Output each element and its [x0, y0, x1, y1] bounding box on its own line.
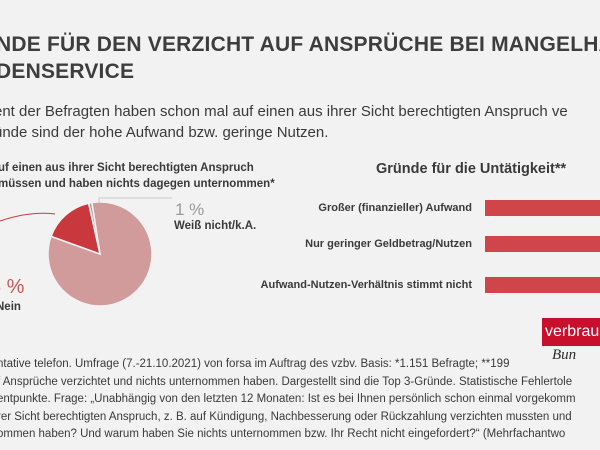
title-line-1: NDE FÜR DEN VERZICHT AUF ANSPRÜCHE BEI M… — [0, 33, 600, 56]
pie-chart — [0, 197, 172, 307]
subtitle-line-2: ünde sind der hohe Aufwand bzw. geringe … — [0, 124, 329, 141]
bar-category-label: Nur geringer Geldbetrag/Nutzen — [305, 238, 472, 250]
pie-heading-line-1: uf einen aus ihrer Sicht berechtigten An… — [0, 162, 254, 174]
bar-chart-heading: Gründe für die Untätigkeit** — [376, 161, 567, 177]
brand-logo-text: verbrau — [545, 323, 600, 340]
pie-leader-line — [98, 197, 172, 203]
footnote: ntative telefon. Umfrage (7.-21.10.2021)… — [0, 356, 600, 444]
bar-row: Großer (finanzieller) Aufwand — [0, 200, 600, 216]
bar-category-label: Großer (finanzieller) Aufwand — [318, 202, 472, 214]
pie-big-category-label: Nein — [0, 301, 21, 313]
pie-big-percent-label: 3 % — [0, 276, 25, 298]
pie-small-category-label: Weiß nicht/k.A. — [174, 220, 257, 232]
brand-logo: verbrau — [542, 318, 600, 346]
pie-slice-3 — [87, 201, 101, 255]
pie-accent-arc — [0, 212, 56, 222]
bar — [485, 277, 600, 293]
title-line-2: DENSERVICE — [0, 60, 135, 83]
footnote-line-3: entpunkte. Frage: „Unabhängig von den le… — [0, 393, 576, 405]
page-subtitle: ent der Befragten haben schon mal auf ei… — [0, 101, 600, 143]
subtitle-line-1: ent der Befragten haben schon mal auf ei… — [0, 103, 568, 120]
brand-logo-subtext: Bun — [552, 347, 577, 363]
pie-slice-2 — [50, 202, 102, 256]
bar-row: Aufwand-Nutzen-Verhältnis stimmt nicht — [0, 277, 600, 293]
pie-small-percent-label: 1 % — [175, 200, 205, 219]
footnote-line-2: f Ansprüche verzichtet und nichts untern… — [0, 375, 573, 388]
footnote-line-1: ntative telefon. Umfrage (7.-21.10.2021)… — [0, 358, 510, 370]
pie-heading-line-2: müssen und haben nichts dagegen unternom… — [0, 178, 275, 190]
pie-heading: uf einen aus ihrer Sicht berechtigten An… — [0, 160, 298, 192]
bar — [485, 200, 600, 216]
bar-category-label: Aufwand-Nutzen-Verhältnis stimmt nicht — [260, 279, 472, 291]
footnote-line-5: ommen haben? Und warum haben Sie nichts … — [0, 428, 566, 440]
bar — [485, 236, 600, 252]
bar-row: Nur geringer Geldbetrag/Nutzen — [0, 236, 600, 252]
footnote-line-4: rer Sicht berechtigten Anspruch, z. B. a… — [0, 410, 572, 423]
page-title: NDE FÜR DEN VERZICHT AUF ANSPRÜCHE BEI M… — [0, 31, 600, 85]
